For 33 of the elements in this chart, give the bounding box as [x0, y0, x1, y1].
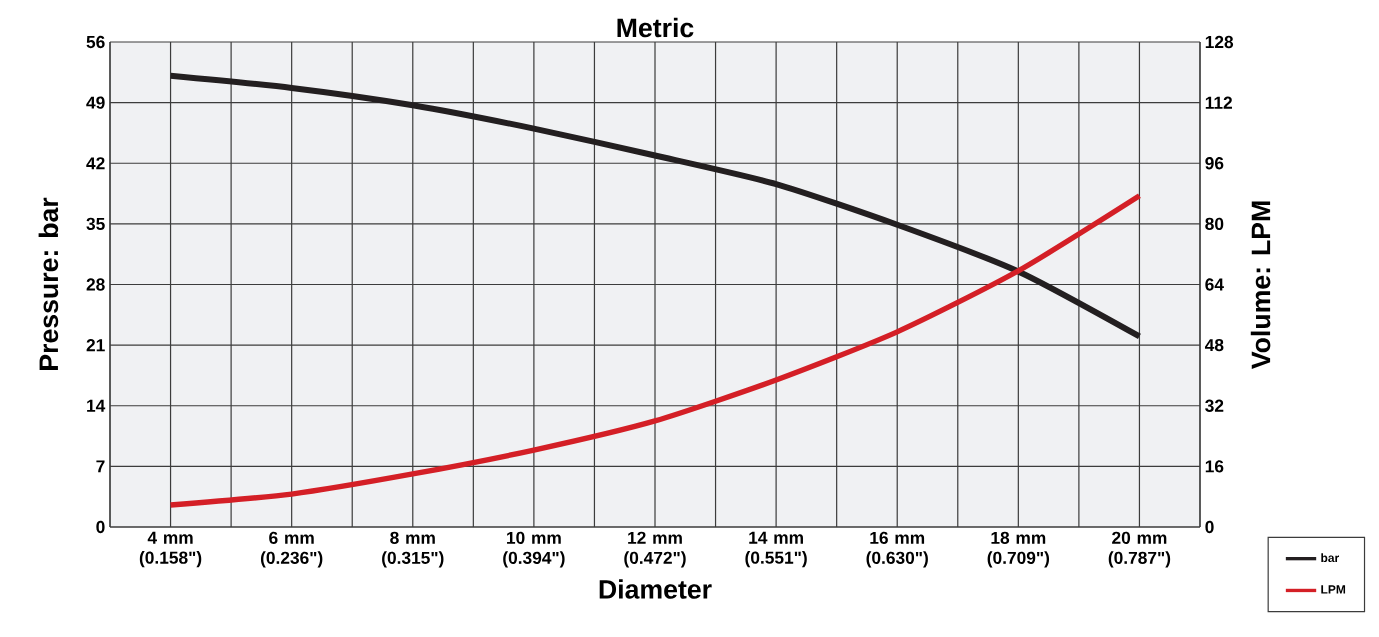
y-tick-label: 35: [86, 217, 105, 231]
y-tick-label: 28: [86, 278, 105, 291]
legend-label: LPM: [1321, 585, 1346, 594]
x-tick-label: 20 mm (0.787"): [1108, 531, 1171, 568]
x-tick-label: 4 mm (0.158"): [139, 531, 202, 568]
y-tick-label: 21: [86, 339, 105, 352]
x-tick-label: 6 mm (0.236"): [260, 531, 323, 568]
y2-tick-label: 48: [1204, 338, 1224, 352]
x-tick-label: 12 mm (0.472"): [624, 531, 686, 568]
x-tick-label: 18 mm (0.709"): [987, 531, 1050, 568]
legend-label: bar: [1321, 553, 1340, 563]
y2-tick-label: 0: [1205, 520, 1214, 534]
x-axis-title: Diameter: [599, 579, 712, 599]
y2-tick-label: 80: [1205, 217, 1224, 231]
x-tick-label: 10 mm (0.394"): [503, 531, 565, 568]
y2-axis-title: Volume: LPM: [1250, 201, 1271, 369]
y2-tick-label: 16: [1205, 460, 1224, 473]
y2-tick-label: 112: [1205, 96, 1232, 109]
y2-tick-label: 64: [1205, 278, 1224, 291]
y-tick-label: 7: [96, 460, 105, 473]
x-tick-label: 16 mm (0.630"): [866, 531, 928, 568]
y-axis-title: Pressure: bar: [38, 197, 59, 370]
y-tick-label: 0: [96, 520, 105, 534]
y2-tick-label: 32: [1205, 399, 1224, 412]
y-tick-label: 42: [86, 157, 105, 170]
y-tick-label: 49: [86, 96, 105, 109]
y2-tick-label: 96: [1205, 157, 1224, 170]
chart-title: Metric: [617, 17, 694, 38]
y-tick-label: 14: [87, 399, 106, 412]
x-tick-label: 8 mm (0.315"): [382, 531, 444, 568]
y2-tick-label: 128: [1205, 35, 1234, 49]
y-tick-label: 56: [86, 35, 105, 49]
x-tick-label: 14 mm (0.551"): [745, 531, 807, 568]
